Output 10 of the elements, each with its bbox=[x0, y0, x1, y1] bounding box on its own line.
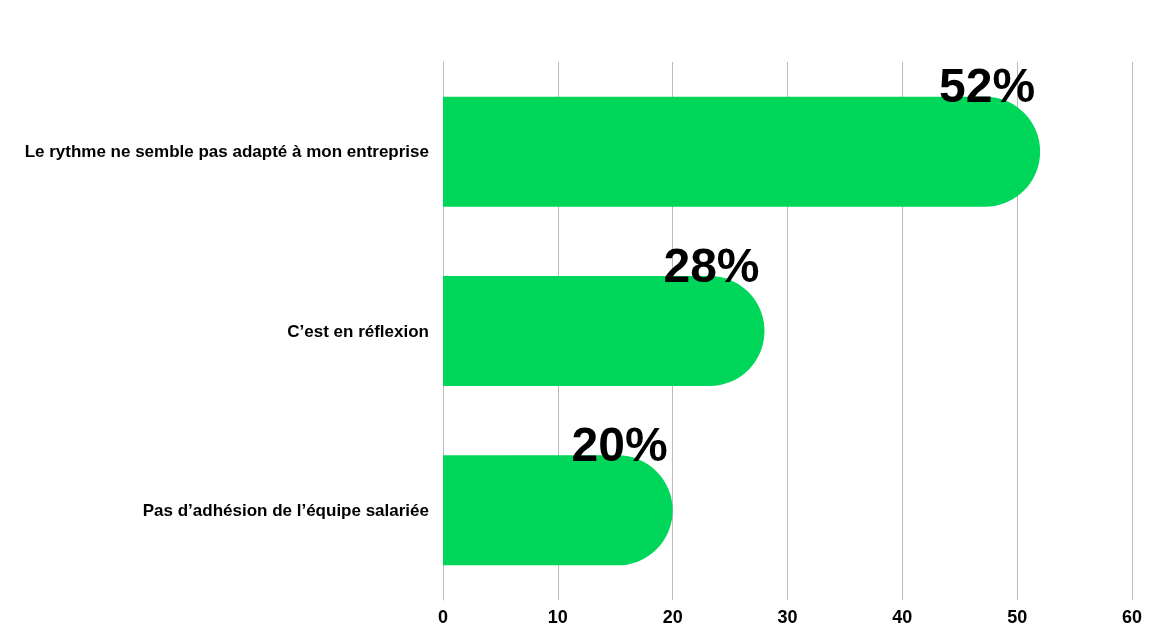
x-tick-label: 50 bbox=[1007, 607, 1028, 627]
x-tick-label: 0 bbox=[437, 607, 449, 627]
x-tick-label: 60 bbox=[1121, 607, 1143, 627]
y-tick-label: Le rythme ne semble pas adapté à mon entreprise bbox=[24, 142, 429, 162]
x-tick-label: 40 bbox=[892, 607, 913, 627]
x-tick-label: 20 bbox=[662, 607, 683, 627]
x-tick-label: 10 bbox=[547, 607, 568, 627]
y-tick-label: Pas d’adhésion de l’équipe salariée bbox=[142, 500, 429, 520]
y-tick-label: C’est en réflexion bbox=[287, 321, 429, 341]
x-tick-label: 30 bbox=[777, 607, 798, 627]
